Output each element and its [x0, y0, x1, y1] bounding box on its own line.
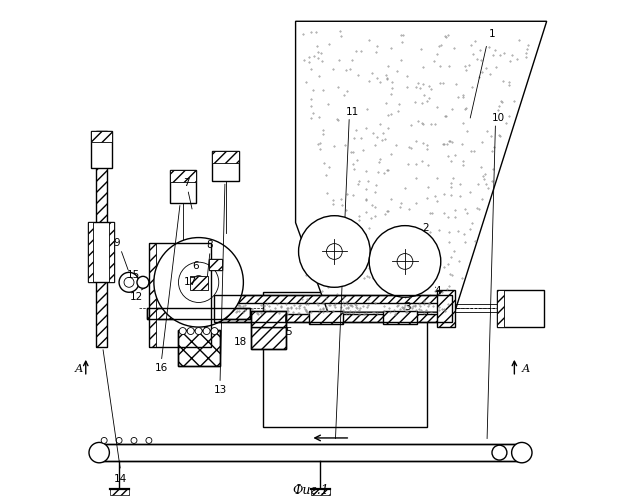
Bar — [96, 130, 107, 347]
Bar — [149, 242, 156, 347]
Bar — [497, 290, 544, 328]
Bar — [209, 259, 222, 270]
Circle shape — [119, 272, 139, 292]
Bar — [110, 488, 129, 494]
Bar — [96, 130, 107, 347]
Bar — [212, 150, 240, 163]
Text: 15: 15 — [126, 270, 140, 280]
Bar — [214, 314, 452, 322]
Text: 17: 17 — [184, 278, 197, 287]
Circle shape — [154, 238, 243, 327]
Text: 1: 1 — [489, 28, 496, 38]
Bar — [204, 242, 211, 347]
Text: 6: 6 — [192, 261, 199, 271]
Circle shape — [327, 244, 342, 260]
Circle shape — [124, 278, 134, 287]
Text: 10: 10 — [492, 113, 505, 123]
Circle shape — [211, 328, 218, 334]
Circle shape — [492, 445, 507, 460]
Circle shape — [116, 438, 122, 444]
Circle shape — [512, 442, 532, 463]
Bar — [99, 444, 522, 462]
Text: 14: 14 — [114, 474, 127, 484]
Text: А: А — [522, 364, 530, 374]
Circle shape — [299, 216, 370, 288]
Bar — [147, 308, 250, 320]
Text: 5: 5 — [285, 327, 291, 337]
Bar — [170, 170, 196, 203]
Bar — [437, 290, 455, 327]
Circle shape — [89, 442, 109, 463]
Text: А: А — [75, 364, 83, 374]
Text: 16: 16 — [155, 364, 168, 374]
Bar — [147, 308, 250, 320]
Bar — [212, 150, 240, 182]
Text: 11: 11 — [346, 107, 360, 117]
Circle shape — [187, 328, 194, 334]
Text: 2: 2 — [422, 222, 429, 232]
Text: 13: 13 — [214, 385, 227, 395]
Text: 3: 3 — [404, 302, 410, 312]
Circle shape — [178, 262, 219, 302]
Text: 9: 9 — [113, 238, 120, 248]
Circle shape — [179, 328, 186, 334]
Text: 12: 12 — [130, 292, 143, 302]
Bar — [309, 311, 343, 324]
Bar — [214, 294, 452, 322]
Bar — [311, 488, 330, 494]
Circle shape — [146, 438, 152, 444]
Bar — [263, 292, 427, 426]
Bar — [91, 130, 112, 141]
Bar — [91, 130, 112, 168]
Text: 8: 8 — [207, 240, 214, 250]
Text: Фиг.1: Фиг.1 — [292, 484, 329, 496]
Bar — [170, 170, 196, 182]
Bar — [109, 222, 114, 282]
Circle shape — [101, 438, 107, 444]
Bar — [149, 242, 211, 347]
Bar — [383, 311, 417, 324]
Circle shape — [137, 276, 149, 288]
Circle shape — [195, 328, 202, 334]
Circle shape — [192, 276, 206, 289]
Bar — [189, 276, 207, 290]
Bar — [209, 259, 222, 270]
Text: 18: 18 — [234, 337, 248, 347]
Polygon shape — [296, 22, 546, 312]
Bar — [251, 311, 286, 350]
Bar — [251, 327, 286, 349]
Text: 7: 7 — [183, 178, 189, 188]
Circle shape — [397, 254, 413, 270]
Bar — [88, 222, 114, 282]
Circle shape — [203, 328, 210, 334]
Bar — [178, 330, 219, 366]
Bar — [251, 311, 286, 327]
Bar — [497, 290, 504, 328]
Circle shape — [131, 438, 137, 444]
Bar — [214, 294, 452, 303]
Circle shape — [369, 226, 441, 297]
Text: 4: 4 — [434, 286, 441, 296]
Bar — [178, 330, 219, 366]
Bar — [88, 222, 93, 282]
